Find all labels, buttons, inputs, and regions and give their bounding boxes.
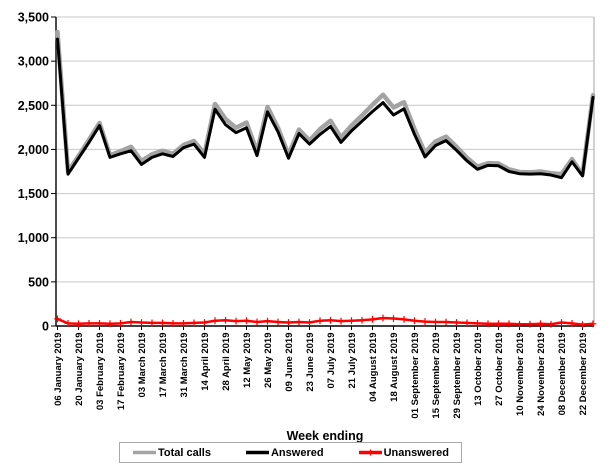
x-tick-label: 26 May 2019 xyxy=(263,333,274,388)
x-tick-label: 29 September 2019 xyxy=(452,333,463,419)
series-line-unanswered xyxy=(56,316,595,326)
x-tick-label: 23 June 2019 xyxy=(305,333,316,392)
y-tick-label: 2,500 xyxy=(18,99,49,113)
legend: Total calls Answered Unanswered xyxy=(119,442,462,463)
x-tick-label: 18 August 2019 xyxy=(389,333,400,402)
series-line-answered xyxy=(56,37,595,180)
x-tick-label: 17 February 2019 xyxy=(116,333,127,411)
x-tick-label: 03 February 2019 xyxy=(95,333,106,411)
y-tick-label: 0 xyxy=(42,320,49,334)
x-tick-label: 21 July 2019 xyxy=(347,333,358,389)
y-tick-label: 500 xyxy=(28,275,49,289)
unanswered-line-sample xyxy=(358,449,382,456)
legend-item-answered: Answered xyxy=(245,447,324,459)
legend-label-answered: Answered xyxy=(270,446,324,459)
y-tick-label: 1,500 xyxy=(18,187,49,201)
series-line-total-calls xyxy=(55,29,596,177)
x-tick-label: 13 October 2019 xyxy=(473,333,484,406)
x-tick-label: 08 December 2019 xyxy=(557,333,568,416)
x-tick-label: 03 March 2019 xyxy=(137,333,148,398)
x-tick-label: 27 October 2019 xyxy=(494,333,505,406)
total-calls-line-sample xyxy=(133,450,156,455)
x-tick-label: 24 November 2019 xyxy=(536,333,547,416)
x-tick-label: 04 August 2019 xyxy=(368,333,379,402)
x-tick-label: 17 March 2019 xyxy=(158,333,169,398)
x-tick-label: 28 April 2019 xyxy=(221,333,232,391)
x-tick-label: 22 December 2019 xyxy=(578,333,589,416)
x-tick-label: 10 November 2019 xyxy=(515,333,526,416)
x-tick-label: 09 June 2019 xyxy=(284,333,295,392)
answered-line-sample xyxy=(245,450,269,455)
unanswered-plus-markers xyxy=(54,314,597,329)
x-tick-label: 06 January 2019 xyxy=(53,333,64,406)
x-tick-label: 20 January 2019 xyxy=(74,333,85,406)
legend-sample-plus-marker xyxy=(367,449,374,456)
y-tick-label: 3,500 xyxy=(18,11,49,25)
y-tick-label: 2,000 xyxy=(18,143,49,157)
x-tick-label: 15 September 2019 xyxy=(431,333,442,419)
y-tick-label: 3,000 xyxy=(18,55,49,69)
x-tick-label: 14 April 2019 xyxy=(200,333,211,391)
x-tick-label: 01 September 2019 xyxy=(410,333,421,419)
legend-label-total-calls: Total calls xyxy=(158,446,211,459)
legend-label-unanswered: Unanswered xyxy=(383,446,449,459)
x-tick-label: 12 May 2019 xyxy=(242,333,253,388)
x-tick-label: 07 July 2019 xyxy=(326,333,337,389)
x-tick-label: 31 March 2019 xyxy=(179,333,190,398)
y-tick-label: 1,000 xyxy=(18,231,49,245)
x-axis-title: Week ending xyxy=(287,429,364,443)
legend-item-total-calls: Total calls xyxy=(132,447,211,459)
legend-item-unanswered: Unanswered xyxy=(358,447,449,459)
